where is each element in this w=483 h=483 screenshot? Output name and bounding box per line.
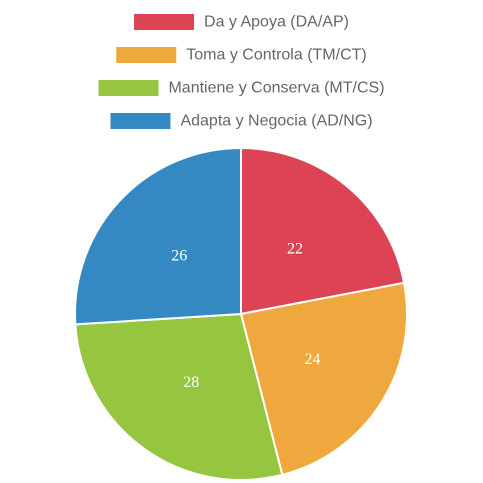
pie-slices	[74, 147, 408, 481]
slice-labels: 22 24 28 26	[171, 240, 320, 391]
pie-slice-da-y-apoya-da-ap[interactable]	[240, 147, 406, 315]
legend-label: Da y Apoya (DA/AP)	[204, 14, 349, 31]
slice-value-label: 24	[304, 351, 320, 368]
legend-label: Toma y Controla (TM/CT)	[186, 47, 366, 64]
legend-swatch	[134, 14, 195, 30]
legend-swatch	[98, 80, 159, 96]
legend-label: Adapta y Negocia (AD/NG)	[180, 113, 372, 130]
slice-value-label: 26	[171, 248, 187, 265]
pie-slice-mantiene-y-conserva-mt-cs[interactable]	[74, 313, 284, 481]
legend-item-da-y-apoya-da-ap[interactable]: Da y Apoya (DA/AP)	[134, 14, 349, 31]
pie-slice-toma-y-controla-tm-ct[interactable]	[240, 281, 408, 476]
slice-value-label: 22	[287, 240, 303, 257]
legend-item-mantiene-y-conserva-mt-cs[interactable]: Mantiene y Conserva (MT/CS)	[98, 80, 385, 97]
legend-item-adapta-y-negocia-ad-ng[interactable]: Adapta y Negocia (AD/NG)	[110, 113, 373, 130]
pie-slice-adapta-y-negocia-ad-ng[interactable]	[74, 147, 242, 326]
legend: Da y Apoya (DA/AP) Toma y Controla (TM/CT…	[98, 14, 385, 130]
legend-swatch	[116, 47, 177, 63]
legend-item-toma-y-controla-tm-ct[interactable]: Toma y Controla (TM/CT)	[116, 47, 367, 64]
legend-swatch	[110, 113, 171, 129]
legend-label: Mantiene y Conserva (MT/CS)	[168, 80, 384, 97]
slice-value-label: 28	[183, 374, 199, 391]
